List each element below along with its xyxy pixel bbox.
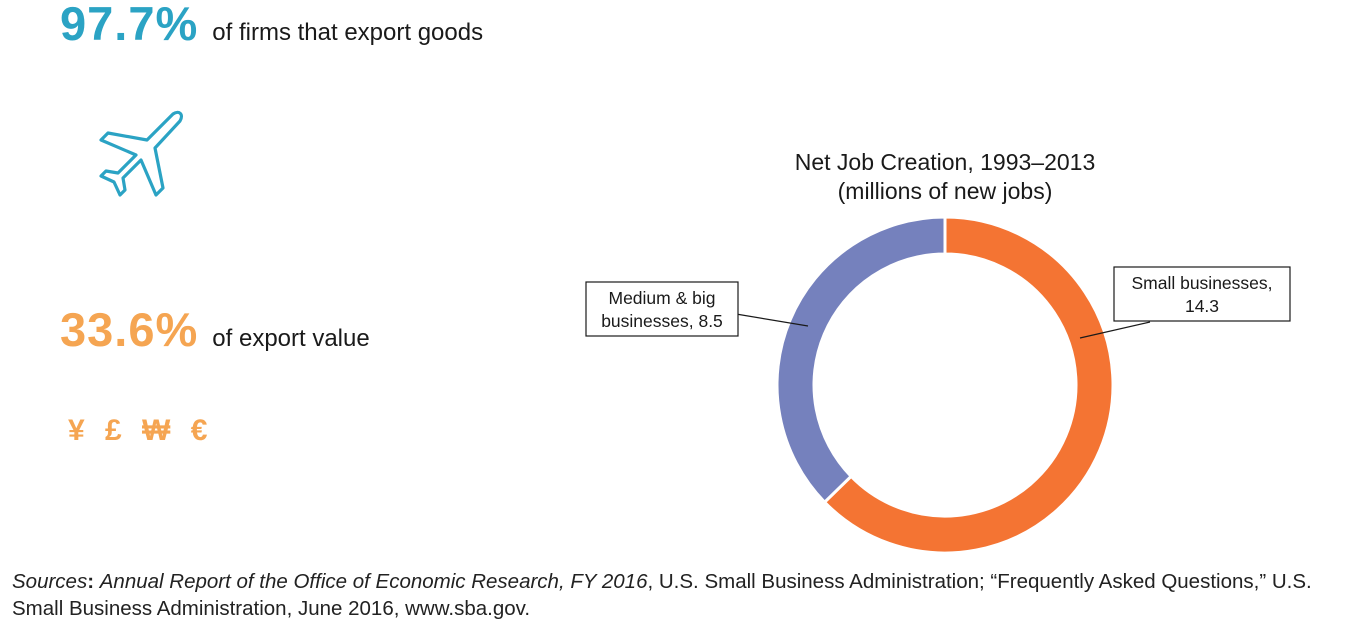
sources-lead: Sources — [12, 570, 88, 593]
stat-export-firms-label: of firms that export goods — [212, 19, 484, 46]
sources-colon: : — [87, 570, 100, 593]
stat-export-firms-value: 97.7% — [60, 0, 199, 50]
label-small-businesses-line1: Small businesses, — [1131, 273, 1272, 293]
sources-note: Sources: Annual Report of the Office of … — [12, 568, 1342, 622]
slice-small-businesses — [822, 215, 1115, 555]
sources-report-title: Annual Report of the Office of Economic … — [99, 570, 648, 593]
airplane-icon — [99, 110, 184, 197]
slice-medium-big-businesses — [775, 215, 947, 505]
chart-title-block: Net Job Creation, 1993–2013 (millions of… — [700, 148, 1190, 206]
chart-title: Net Job Creation, 1993–2013 — [794, 149, 1096, 175]
donut-chart: Small businesses, 14.3 Medium & big busi… — [585, 215, 1291, 555]
label-medium-big-line2: businesses, 8.5 — [601, 311, 723, 331]
stat-export-firms: 97.7% of firms that export goods — [60, 0, 483, 51]
stat-export-value-value: 33.6% — [60, 303, 199, 356]
chart-subtitle: (millions of new jobs) — [837, 178, 1053, 204]
label-medium-big-line1: Medium & big — [609, 288, 716, 308]
label-small-businesses-line2: 14.3 — [1185, 296, 1219, 316]
currency-symbols-icon: ¥ £ ₩ € — [68, 414, 214, 447]
stat-export-value-label: of export value — [212, 325, 370, 352]
leader-line-small-businesses — [1079, 321, 1151, 339]
label-medium-big-businesses: Medium & big businesses, 8.5 — [585, 281, 739, 337]
label-small-businesses: Small businesses, 14.3 — [1113, 266, 1291, 322]
stat-export-value: 33.6% of export value — [60, 302, 370, 357]
leader-line-medium-big-businesses — [735, 313, 809, 327]
sources-rest: , U.S. Small Business Administration; “F… — [12, 570, 1312, 620]
